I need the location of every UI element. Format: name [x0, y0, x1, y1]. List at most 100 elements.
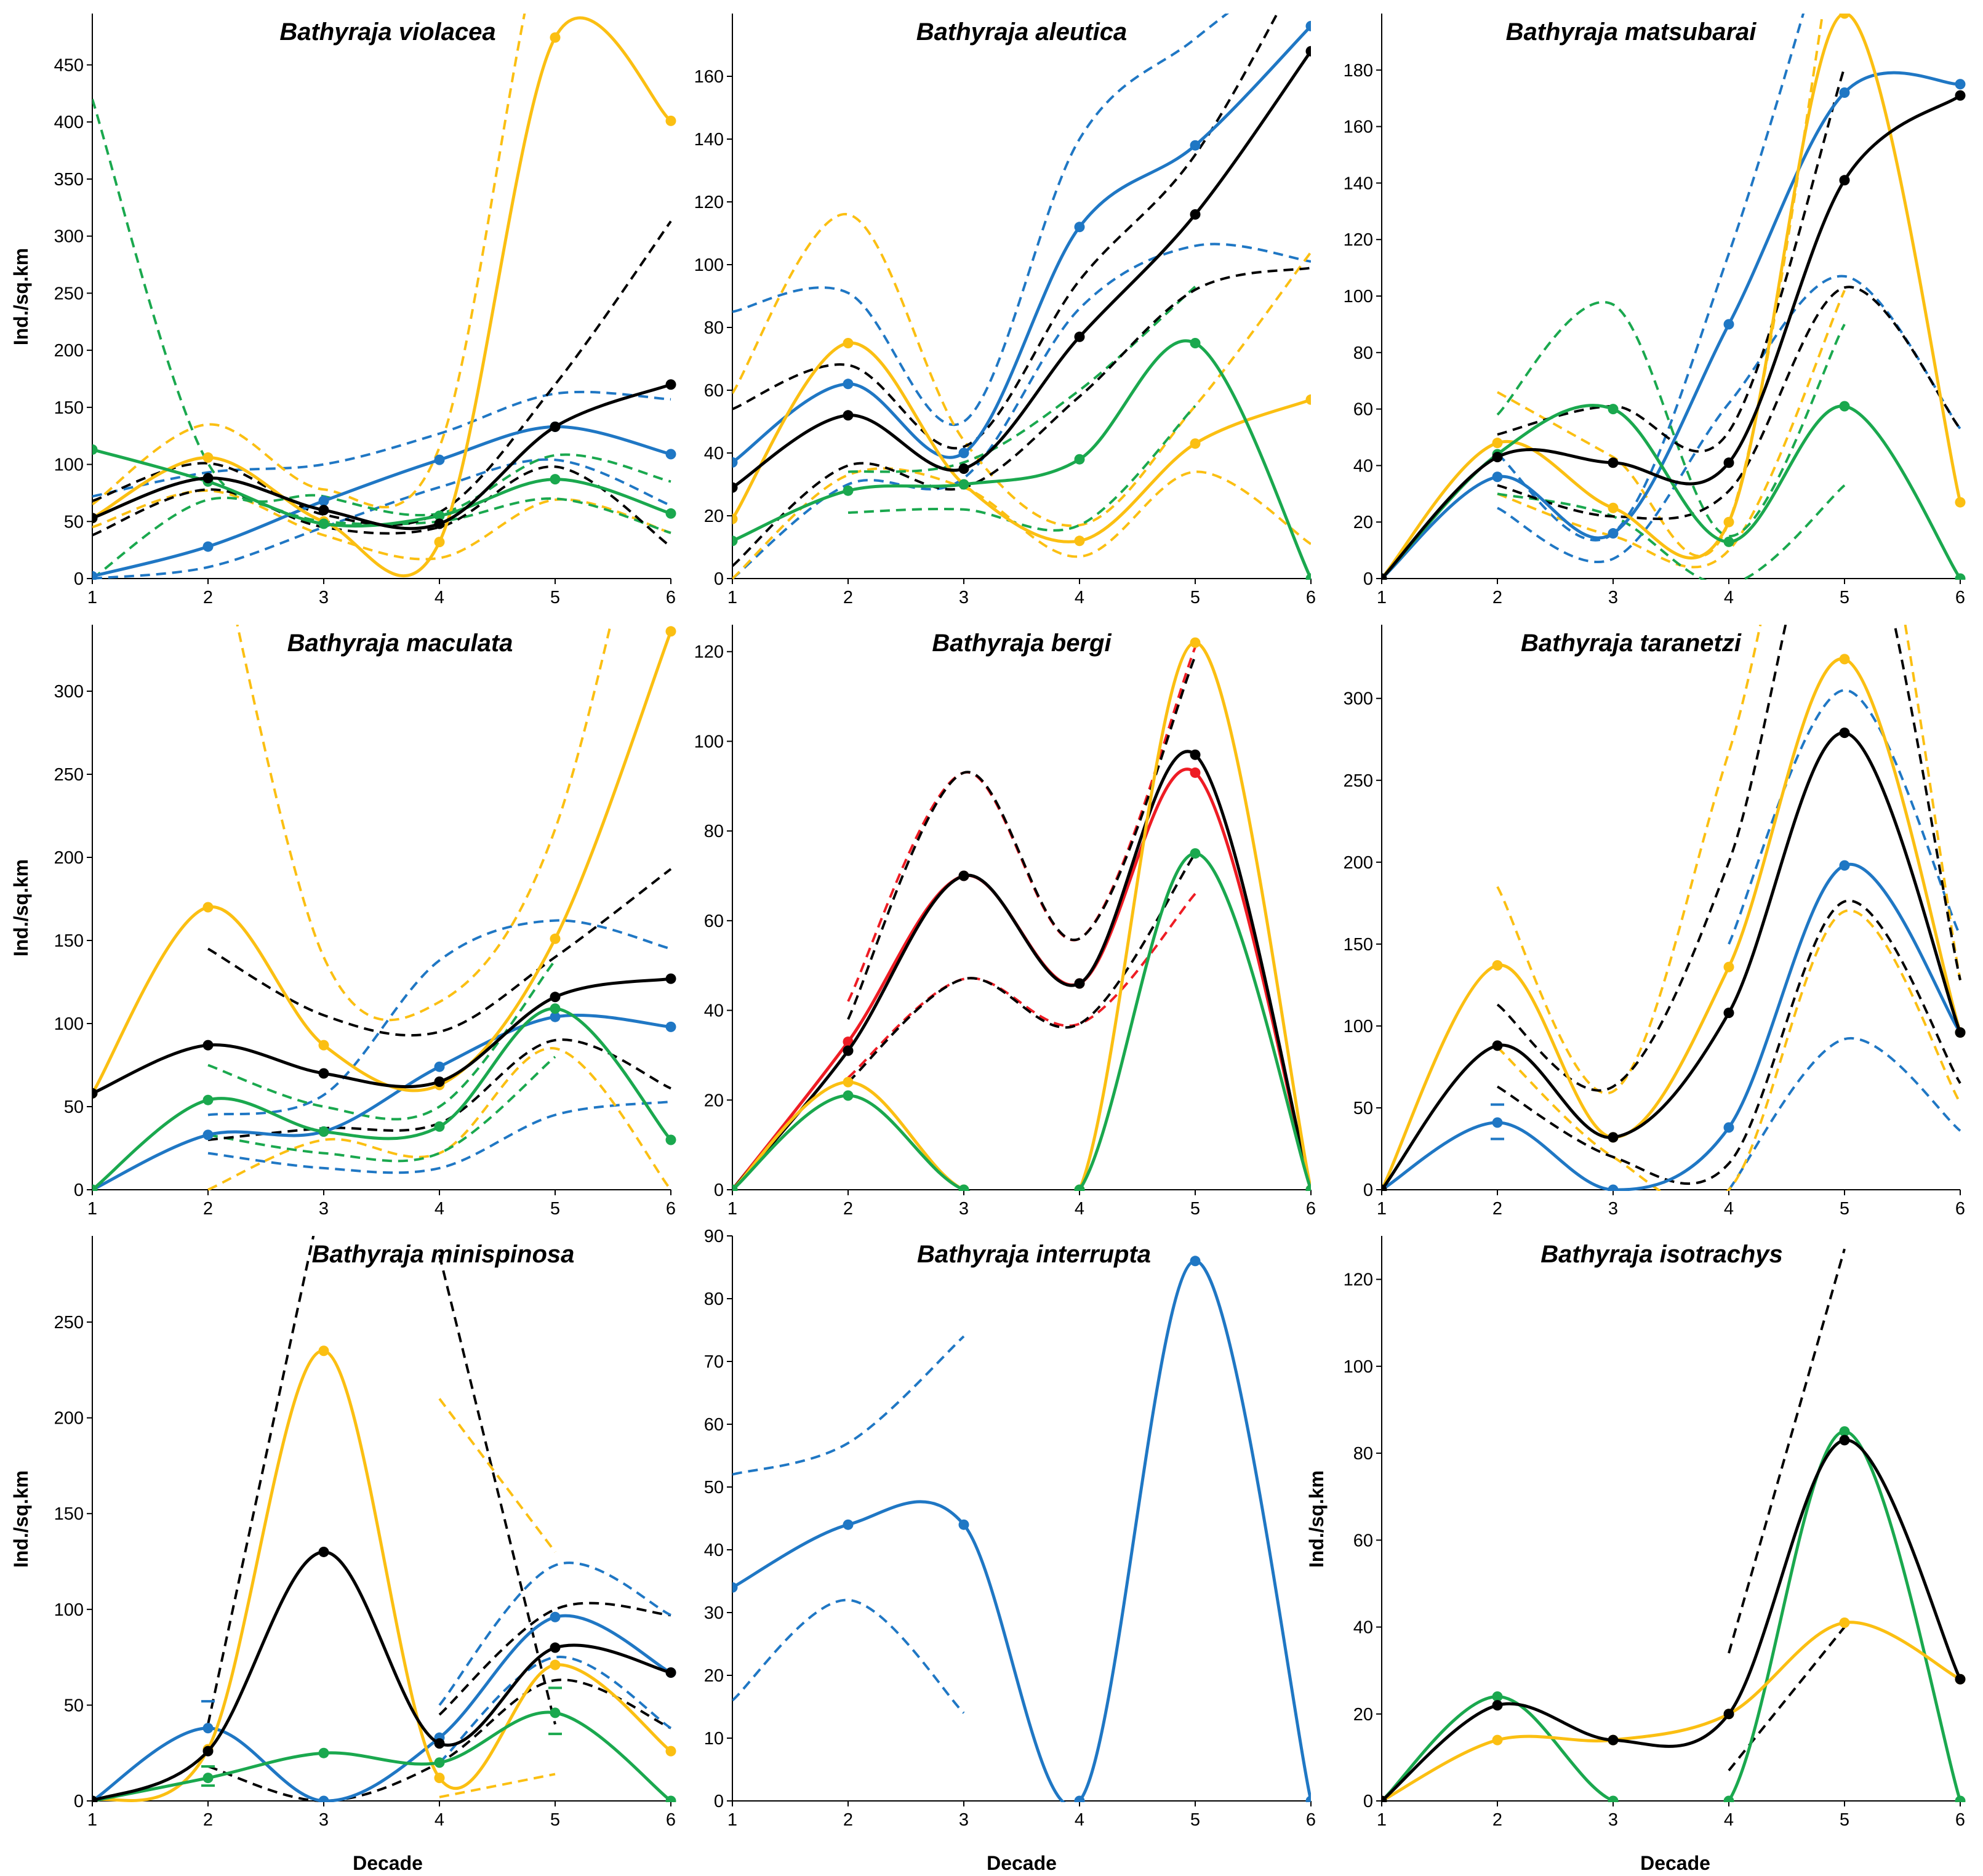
y-tick-label: 250	[54, 284, 84, 303]
series-line-blue	[92, 1614, 672, 1802]
series-line-black-lower	[207, 1038, 671, 1141]
data-point-yellow	[665, 115, 676, 126]
y-tick-label: 0	[1363, 1792, 1373, 1811]
data-point-green	[1608, 1795, 1619, 1802]
data-point-black	[1955, 1674, 1966, 1685]
data-point-yellow	[318, 1345, 329, 1357]
panel-title: Bathyraja isotrachys	[1540, 1241, 1783, 1268]
data-point-green	[434, 1757, 445, 1768]
y-tick-label: 90	[704, 1227, 724, 1246]
data-point-black	[843, 1045, 854, 1056]
x-tick-label: 5	[1190, 1810, 1200, 1830]
y-tick-label: 0	[714, 1792, 724, 1811]
x-tick-label: 6	[1955, 1810, 1965, 1830]
data-point-yellow	[732, 513, 738, 524]
data-point-green	[1074, 454, 1085, 465]
x-tick-label: 4	[435, 588, 444, 607]
y-tick-label: 140	[694, 130, 724, 150]
series-line-yellow	[732, 641, 1311, 1191]
data-point-green	[434, 510, 445, 521]
data-point-blue	[843, 1519, 854, 1530]
series-line-black	[92, 1550, 671, 1802]
data-point-green	[665, 1134, 676, 1145]
x-tick-label: 3	[959, 1199, 969, 1219]
series-line-black-upper	[847, 655, 1196, 1020]
series-line-blue-lower	[732, 243, 1311, 580]
y-tick-label: 20	[704, 1666, 724, 1686]
y-tick-label: 120	[1344, 1270, 1373, 1290]
y-tick-label: 80	[704, 318, 724, 338]
x-tick-label: 4	[1075, 1199, 1084, 1219]
data-point-black	[202, 473, 214, 484]
panel-axes: 0 20 40 60 80 100 120 140 160 1 2 3 4 5 6	[694, 14, 1316, 607]
plot-area	[92, 14, 676, 580]
data-point-blue	[550, 1611, 561, 1622]
panel-title: Bathyraja taranetzi	[1521, 630, 1742, 657]
y-tick-label: 0	[714, 1181, 724, 1200]
data-point-black	[550, 421, 561, 432]
y-tick-label: 20	[1353, 513, 1373, 532]
data-point-blue	[1955, 79, 1966, 90]
x-tick-label: 3	[959, 1810, 969, 1830]
y-tick-label: 160	[694, 67, 724, 87]
data-point-yellow	[1074, 535, 1085, 547]
y-tick-label: 350	[54, 170, 84, 190]
data-point-yellow	[1305, 394, 1311, 405]
data-point-green	[92, 1184, 98, 1191]
data-point-blue	[202, 541, 214, 552]
data-point-black	[958, 870, 969, 881]
x-tick-label: 3	[959, 588, 969, 607]
y-tick-label: 0	[1363, 1181, 1373, 1200]
y-tick-label: 180	[1344, 61, 1373, 81]
y-tick-label: 80	[1353, 343, 1373, 363]
data-point-black	[1608, 457, 1619, 468]
x-tick-label: 4	[435, 1199, 444, 1219]
data-point-blue	[1839, 87, 1850, 98]
data-point-black	[1190, 209, 1201, 220]
panel-axes: 0 50 100 150 200 250 300 1 2 3 4 5 6	[1344, 625, 1965, 1219]
y-tick-label: 300	[54, 682, 84, 702]
data-point-yellow	[665, 626, 676, 637]
series-line-black	[732, 750, 1311, 1191]
x-tick-label: 1	[727, 588, 737, 607]
data-point-blue	[434, 454, 445, 465]
x-tick-label: 1	[727, 1199, 737, 1219]
data-point-black	[434, 1738, 445, 1749]
x-tick-label: 1	[87, 588, 97, 607]
x-tick-label: 1	[727, 1810, 737, 1830]
y-tick-label: 200	[54, 848, 84, 868]
data-point-yellow	[843, 1076, 854, 1088]
series-line-yellow-lower	[439, 1773, 556, 1798]
series-line-blue-lower	[732, 1598, 965, 1714]
series-line-green-lower	[1497, 484, 1846, 580]
data-point-blue	[202, 1129, 214, 1140]
series-line-black-lower	[1728, 1626, 1846, 1771]
series-line-black	[1382, 1438, 1962, 1802]
data-point-black	[1955, 90, 1966, 101]
series-line-yellow-lower	[732, 467, 1311, 580]
data-point-black	[202, 1746, 214, 1757]
data-point-blue	[732, 1582, 738, 1593]
data-point-yellow	[434, 1773, 445, 1784]
y-tick-label: 80	[704, 822, 724, 841]
series-line-blue-lower	[207, 1100, 671, 1174]
data-point-black	[732, 482, 738, 493]
data-point-black	[1382, 573, 1387, 580]
x-tick-label: 5	[1840, 1810, 1849, 1830]
y-axis-title: Ind./sq.km	[10, 248, 32, 345]
panel-axes: 0 50 100 150 200 250 1 2 3 4 5 6	[54, 1236, 676, 1830]
x-tick-label: 4	[435, 1810, 444, 1830]
data-point-green	[1955, 1795, 1966, 1802]
data-point-blue	[1074, 222, 1085, 233]
panel-bathyraja-isotrachys: Bathyraja isotrachys Ind./sq.km Decade 0…	[1305, 1236, 1966, 1874]
data-point-black	[1723, 1008, 1734, 1019]
data-point-green	[1305, 573, 1311, 580]
series-line-black-lower	[1496, 899, 1961, 1185]
y-tick-label: 50	[704, 1478, 724, 1497]
series-line-red-lower	[847, 892, 1196, 1079]
data-point-green	[665, 508, 676, 519]
y-tick-label: 120	[694, 643, 724, 662]
panel-title: Bathyraja aleutica	[916, 18, 1127, 46]
y-tick-label: 160	[1344, 118, 1373, 137]
data-point-green	[1608, 404, 1619, 415]
